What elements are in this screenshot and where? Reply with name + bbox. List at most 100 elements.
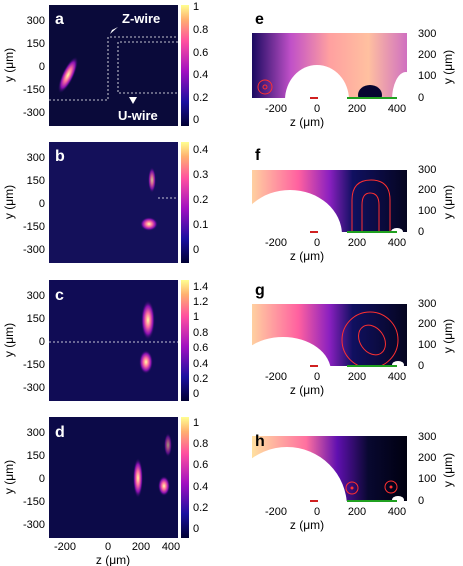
y-tick: 300 bbox=[27, 290, 45, 302]
right-x-ticks: -200 0 200 400 -200 0 200 400 -200 0 200… bbox=[265, 103, 406, 518]
cbar-b-tick: 0.2 bbox=[193, 194, 208, 206]
y-tick: 0 bbox=[418, 495, 424, 507]
y-tick: 150 bbox=[27, 313, 45, 325]
cbar-d-tick: 0.2 bbox=[193, 502, 208, 514]
y-tick: 200 bbox=[418, 184, 436, 196]
cbar-b-tick: 0.1 bbox=[193, 219, 208, 231]
y-tick: 300 bbox=[418, 164, 436, 176]
cbar-d-tick: 0.8 bbox=[193, 438, 208, 450]
cbar-c-tick: 1 bbox=[193, 311, 199, 323]
panel-a: a Z-wire U-wire 1 0.8 0.6 0.4 0.2 0 bbox=[49, 1, 208, 126]
panel-letter-f: f bbox=[255, 147, 261, 164]
y-tick: 100 bbox=[418, 205, 436, 217]
cbar-d-tick: 0 bbox=[193, 523, 199, 535]
y-axis-label-a: y (μm) bbox=[2, 48, 16, 82]
field-dome-h bbox=[252, 447, 347, 501]
y-axis-label-d: y (μm) bbox=[2, 460, 16, 494]
x-tick: -200 bbox=[265, 237, 287, 249]
cbar-a-tick: 0.2 bbox=[193, 92, 208, 104]
blob-b-bottom bbox=[140, 217, 158, 231]
x-tick: 200 bbox=[348, 371, 366, 383]
y-tick: 0 bbox=[418, 226, 424, 238]
x-axis-label-f: z (μm) bbox=[290, 249, 324, 263]
field-dome-e1 bbox=[285, 65, 349, 98]
y-tick: 0 bbox=[39, 473, 45, 485]
x-axis-label-h: z (μm) bbox=[290, 518, 324, 532]
left-x-ticks: -200 0 200 400 bbox=[54, 541, 180, 553]
panel-b: b 0.4 0.3 0.2 0.1 0 bbox=[49, 142, 208, 263]
y-axis-label-e: y (μm) bbox=[441, 50, 455, 84]
y-tick: 150 bbox=[27, 175, 45, 187]
contour-e bbox=[257, 79, 273, 95]
contour-g-inner bbox=[358, 324, 386, 356]
y-tick: 0 bbox=[418, 92, 424, 104]
blob-c-bottom bbox=[139, 350, 153, 374]
x-tick: 400 bbox=[162, 541, 180, 553]
contour-h2-core bbox=[389, 485, 393, 489]
x-tick: 200 bbox=[132, 541, 150, 553]
cbar-b-tick: 0.3 bbox=[193, 169, 208, 181]
y-tick: -300 bbox=[23, 244, 45, 256]
blob-c-top bbox=[141, 300, 155, 340]
cbar-d-tick: 0.4 bbox=[193, 481, 208, 493]
blob-d-top bbox=[164, 433, 172, 457]
y-tick: 300 bbox=[418, 298, 436, 310]
y-tick: -300 bbox=[23, 107, 45, 119]
x-tick: 200 bbox=[348, 103, 366, 115]
contour-h1 bbox=[345, 481, 359, 495]
y-tick: 300 bbox=[27, 152, 45, 164]
u-wire-outline bbox=[117, 41, 178, 94]
y-tick: -300 bbox=[23, 519, 45, 531]
blob-b-top bbox=[148, 167, 156, 193]
cbar-b-tick: 0 bbox=[193, 244, 199, 256]
x-axis-label-left: z (μm) bbox=[96, 553, 130, 566]
colorbar-a bbox=[181, 5, 189, 126]
x-axis-label-g: z (μm) bbox=[290, 383, 324, 397]
blob-d-right bbox=[158, 476, 170, 496]
panel-f bbox=[252, 170, 407, 232]
cbar-a-tick: 0 bbox=[193, 114, 199, 126]
panel-letter-e: e bbox=[255, 11, 264, 28]
y-tick: 300 bbox=[27, 427, 45, 439]
x-tick: -200 bbox=[265, 103, 287, 115]
panel-letter-c: c bbox=[55, 287, 64, 304]
x-tick: 0 bbox=[105, 541, 111, 553]
cbar-c-tick: 1.2 bbox=[193, 296, 208, 308]
panel-letter-d: d bbox=[55, 424, 65, 441]
y-tick: 100 bbox=[418, 339, 436, 351]
y-tick: 300 bbox=[418, 28, 436, 40]
panel-letter-a: a bbox=[55, 11, 64, 28]
panel-c: c 1.4 1.2 1 0.8 0.6 0.4 0.2 0 bbox=[49, 280, 208, 401]
field-spot-g bbox=[392, 361, 404, 366]
contour-h1-core bbox=[350, 486, 354, 490]
y-tick: 100 bbox=[418, 70, 436, 82]
y-axis-label-g: y (μm) bbox=[441, 319, 455, 353]
contour-g-outer bbox=[341, 311, 399, 366]
z-wire-label: Z-wire bbox=[122, 11, 160, 26]
y-axis-label-b: y (μm) bbox=[2, 185, 16, 219]
panel-letter-g: g bbox=[255, 282, 265, 299]
contour-f-inner bbox=[361, 192, 380, 232]
y-tick: -150 bbox=[23, 84, 45, 96]
panel-e bbox=[252, 33, 407, 98]
x-tick: 0 bbox=[314, 237, 320, 249]
x-tick: -200 bbox=[54, 541, 76, 553]
colorbar-b bbox=[181, 142, 189, 263]
y-tick: -150 bbox=[23, 359, 45, 371]
cbar-a-tick: 0.4 bbox=[193, 69, 208, 81]
z-wire-outline bbox=[49, 36, 178, 101]
x-axis-label-e: z (μm) bbox=[290, 115, 324, 129]
cbar-c-tick: 1.4 bbox=[193, 281, 208, 293]
blob-d-left bbox=[133, 458, 143, 498]
cbar-c-tick: 0.8 bbox=[193, 327, 208, 339]
y-tick: 0 bbox=[39, 198, 45, 210]
left-y-ticks: 300 150 0 -150 -300 300 150 0 -150 -300 … bbox=[23, 15, 45, 531]
y-axis-label-h: y (μm) bbox=[441, 453, 455, 487]
x-tick: 200 bbox=[348, 237, 366, 249]
x-tick: 400 bbox=[388, 237, 406, 249]
y-tick: 150 bbox=[27, 38, 45, 50]
heatmap-c bbox=[49, 280, 178, 401]
x-tick: -200 bbox=[265, 506, 287, 518]
u-wire-label: U-wire bbox=[118, 108, 158, 123]
